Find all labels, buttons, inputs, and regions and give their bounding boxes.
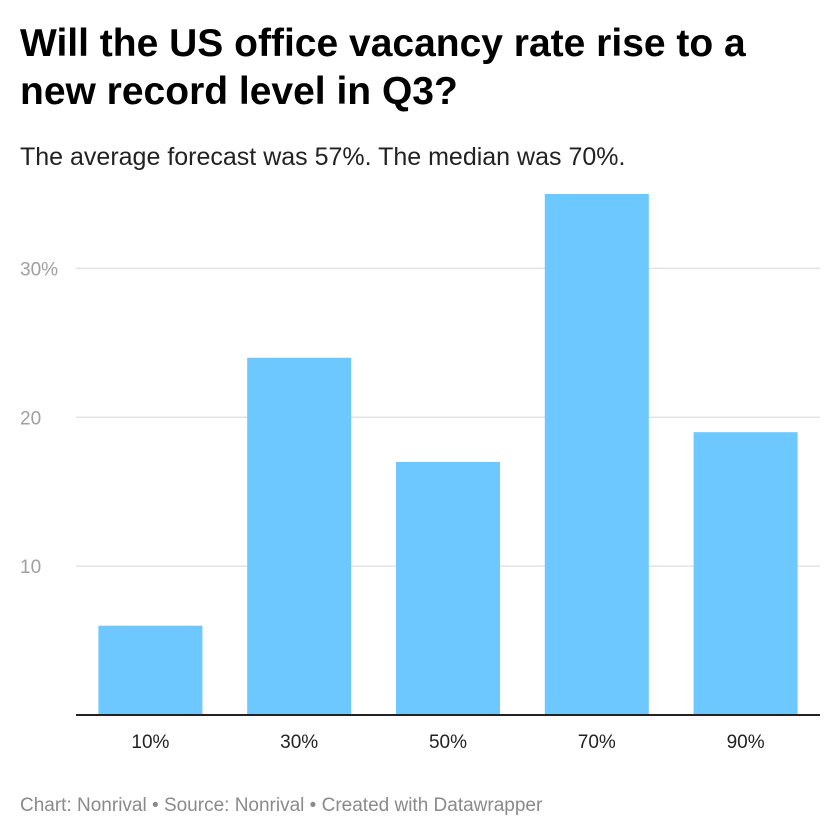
y-tick-label: 10 xyxy=(20,557,41,578)
footer-tool: Created with Datawrapper xyxy=(321,795,543,816)
footer-separator: • xyxy=(146,795,164,816)
y-tick-label: 20 xyxy=(20,408,41,429)
chart-title: Will the US office vacancy rate rise to … xyxy=(20,22,746,113)
chart-footer: Chart: Nonrival • Source: Nonrival • Cre… xyxy=(20,794,542,818)
footer-chart-credit: Chart: Nonrival xyxy=(20,795,147,816)
bar xyxy=(98,625,203,715)
bars xyxy=(98,194,798,715)
footer-source: Source: Nonrival xyxy=(163,795,305,816)
bar xyxy=(396,461,500,715)
x-tick-label: 70% xyxy=(578,732,616,753)
bar xyxy=(693,432,798,715)
bar xyxy=(544,194,649,715)
x-tick-label: 10% xyxy=(131,732,169,753)
x-tick-label: 90% xyxy=(727,732,765,753)
chart-subtitle: The average forecast was 57%. The median… xyxy=(20,143,626,171)
y-tick-label: 30% xyxy=(20,259,58,280)
bar xyxy=(247,357,352,715)
bar-chart: 10 20 30% 10% 30% 50% 70% 90% xyxy=(20,194,820,753)
footer-separator: • xyxy=(304,795,322,816)
tick-labels: 10 20 30% 10% 30% 50% 70% 90% xyxy=(20,259,765,753)
x-tick-label: 50% xyxy=(429,732,467,753)
x-tick-label: 30% xyxy=(280,732,318,753)
